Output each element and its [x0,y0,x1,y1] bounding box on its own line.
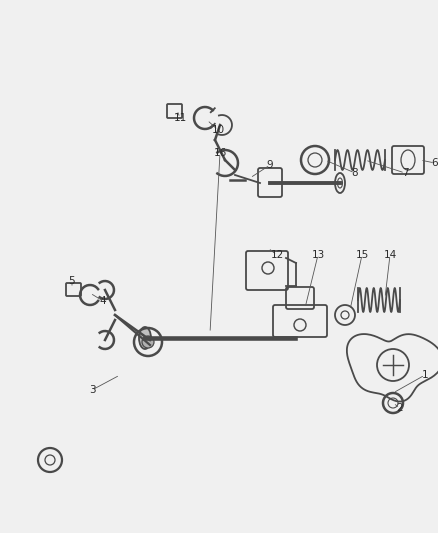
Text: 1: 1 [421,370,427,380]
Text: 13: 13 [311,250,324,260]
Circle shape [141,336,154,348]
Text: 11: 11 [173,113,186,123]
Text: 6: 6 [431,158,437,168]
Text: 15: 15 [355,250,368,260]
Text: 12: 12 [270,250,283,260]
Text: 16: 16 [213,148,226,158]
Text: 8: 8 [351,168,357,178]
Text: 5: 5 [68,276,75,286]
Ellipse shape [139,327,151,349]
Text: 7: 7 [401,168,407,178]
Text: 10: 10 [211,125,224,135]
Text: 3: 3 [88,385,95,395]
Text: 14: 14 [382,250,396,260]
Text: 2: 2 [396,403,403,413]
Text: 4: 4 [99,296,106,306]
Text: 9: 9 [266,160,273,170]
